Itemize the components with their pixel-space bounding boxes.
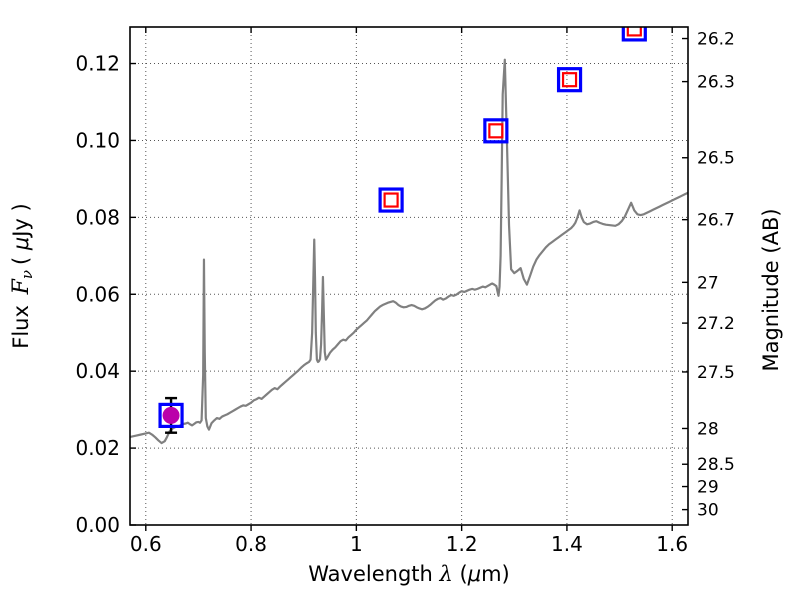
spectrum-curve [130, 58, 688, 445]
y-tick-label-left: 0.12 [75, 52, 120, 76]
photometry-markers [158, 18, 647, 434]
marker-square-outer [556, 67, 583, 93]
axis-ticks [130, 27, 688, 531]
marker-square-outer [158, 402, 184, 429]
marker-square-outer [483, 118, 509, 144]
x-tick-label: 1.4 [551, 532, 583, 556]
svg-text:Flux Fν( μJy ): Flux Fν( μJy ) [9, 203, 36, 348]
y-tick-labels-right: 26.2 26.3 26.5 26.7 27 27.2 27.5 28 28.5 29 30 [697, 30, 735, 521]
marker-square-inner [561, 72, 578, 88]
y-axis-title-right: Magnitude (AB) [759, 208, 783, 371]
marker-square-outer [621, 27, 647, 42]
marker-square-inner [626, 27, 642, 37]
axes-frame [129, 26, 689, 526]
y-axis-title-left: Flux Fν( μJy ) [9, 203, 36, 348]
y-tick-label-left: 0.10 [75, 128, 120, 152]
marker-square-inner [488, 123, 504, 139]
y-tick-label-right: 27 [697, 273, 719, 293]
svg-text:Magnitude (AB): Magnitude (AB) [759, 208, 783, 371]
x-axis-title: Wavelength λ (μm) [308, 562, 509, 586]
y-tick-label-right: 27.2 [697, 314, 735, 334]
x-tick-label: 0.8 [235, 532, 267, 556]
y-tick-labels-left: 0.00 0.02 0.04 0.06 0.08 0.10 0.12 [75, 52, 120, 537]
y-tick-label-right: 27.5 [697, 363, 735, 383]
x-tick-label: 1 [350, 532, 363, 556]
y-tick-label-left: 0.00 [75, 513, 120, 537]
marker-square-inner [383, 192, 399, 208]
y-tick-label-right: 26.5 [697, 149, 735, 169]
photometry-point[interactable] [556, 67, 583, 93]
y-tick-label-left: 0.08 [75, 205, 120, 229]
y-tick-label-left: 0.04 [75, 359, 120, 383]
x-tick-labels: 0.6 0.8 1 1.2 1.4 1.6 [130, 532, 688, 556]
marker-square-outer [378, 187, 404, 213]
y-tick-label-right: 30 [697, 501, 719, 521]
photometry-point[interactable] [621, 18, 647, 42]
photometry-point[interactable] [483, 118, 509, 144]
y-tick-label-left: 0.02 [75, 436, 120, 460]
y-tick-label-right: 26.7 [697, 211, 735, 231]
y-tick-label-left: 0.06 [75, 282, 120, 306]
photometry-point[interactable] [158, 396, 184, 434]
marker-circle-fill [162, 406, 180, 424]
x-tick-label: 1.6 [656, 532, 688, 556]
y-tick-label-right: 28 [697, 419, 719, 439]
y-tick-label-right: 28.5 [697, 455, 735, 475]
gridlines [130, 27, 688, 525]
photometry-point[interactable] [378, 187, 404, 213]
x-tick-label: 0.6 [130, 532, 162, 556]
y-tick-label-right: 29 [697, 478, 719, 498]
y-tick-label-right: 26.2 [697, 30, 735, 50]
x-tick-label: 1.2 [446, 532, 478, 556]
y-tick-label-right: 26.3 [697, 73, 735, 93]
